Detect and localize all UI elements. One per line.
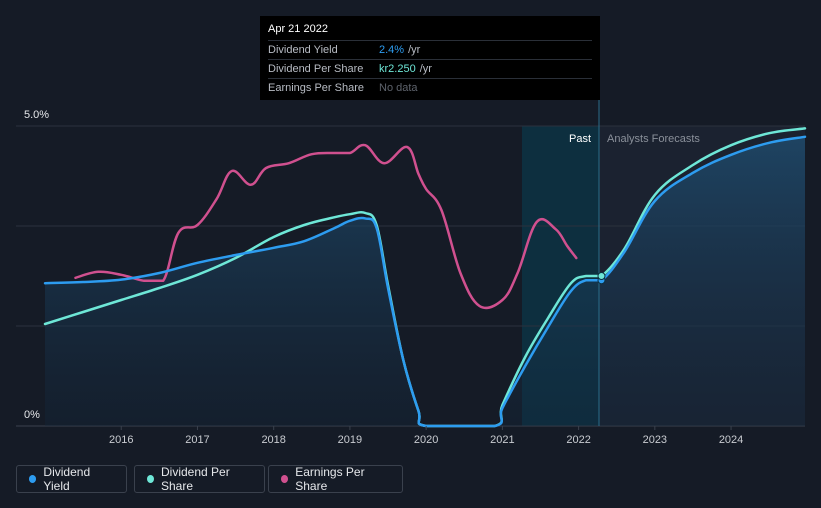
dividend-per-share-marker — [597, 272, 606, 280]
tooltip-label: Earnings Per Share — [268, 82, 364, 94]
x-tick-label: 2018 — [261, 434, 285, 446]
legend-dot-icon — [147, 475, 154, 483]
tooltip-label: Dividend Per Share — [268, 63, 364, 75]
legend-dot-icon — [29, 475, 37, 483]
x-tick-label: 2016 — [109, 434, 133, 446]
dividend-yield-area — [45, 136, 805, 427]
tooltip-value: kr2.250 — [379, 63, 416, 75]
tooltip-row-dividend-per-share: Dividend Per Share kr2.250 /yr — [268, 59, 592, 78]
x-tick-label: 2020 — [414, 434, 438, 446]
forecast-label: Analysts Forecasts — [607, 133, 700, 145]
legend-label: Dividend Per Share — [161, 465, 230, 493]
x-tick-label: 2023 — [643, 434, 667, 446]
x-tick-label: 2017 — [185, 434, 209, 446]
earnings-per-share-line — [74, 143, 578, 310]
x-tick-label: 2022 — [566, 434, 590, 446]
legend-earnings-per-share[interactable]: Earnings Per Share — [268, 465, 403, 493]
legend-label: Dividend Yield — [43, 465, 91, 493]
tooltip-label: Dividend Yield — [268, 44, 338, 56]
x-tick-label: 2019 — [338, 434, 362, 446]
legend-dividend-per-share[interactable]: Dividend Per Share — [134, 465, 265, 493]
legend-dividend-yield[interactable]: Dividend Yield — [16, 465, 127, 493]
tooltip-unit: /yr — [408, 44, 421, 56]
y-tick-label-max: 5.0% — [24, 109, 49, 121]
x-tick-label: 2021 — [490, 434, 514, 446]
tooltip-value: No data — [379, 82, 418, 94]
legend-label: Earnings Per Share — [295, 465, 365, 493]
tooltip: Apr 21 2022 Dividend Yield 2.4% /yr Divi… — [260, 16, 600, 100]
tooltip-value: 2.4% — [379, 44, 405, 56]
tooltip-row-earnings-per-share: Earnings Per Share No data — [268, 78, 592, 97]
x-tick-label: 2024 — [719, 434, 743, 446]
tooltip-row-dividend-yield: Dividend Yield 2.4% /yr — [268, 40, 592, 59]
y-tick-label-min: 0% — [24, 409, 40, 421]
legend-dot-icon — [281, 475, 289, 483]
past-label: Past — [569, 133, 591, 145]
tooltip-unit: /yr — [419, 63, 432, 75]
tooltip-date: Apr 21 2022 — [268, 23, 328, 35]
dividend-yield-line — [43, 135, 807, 428]
